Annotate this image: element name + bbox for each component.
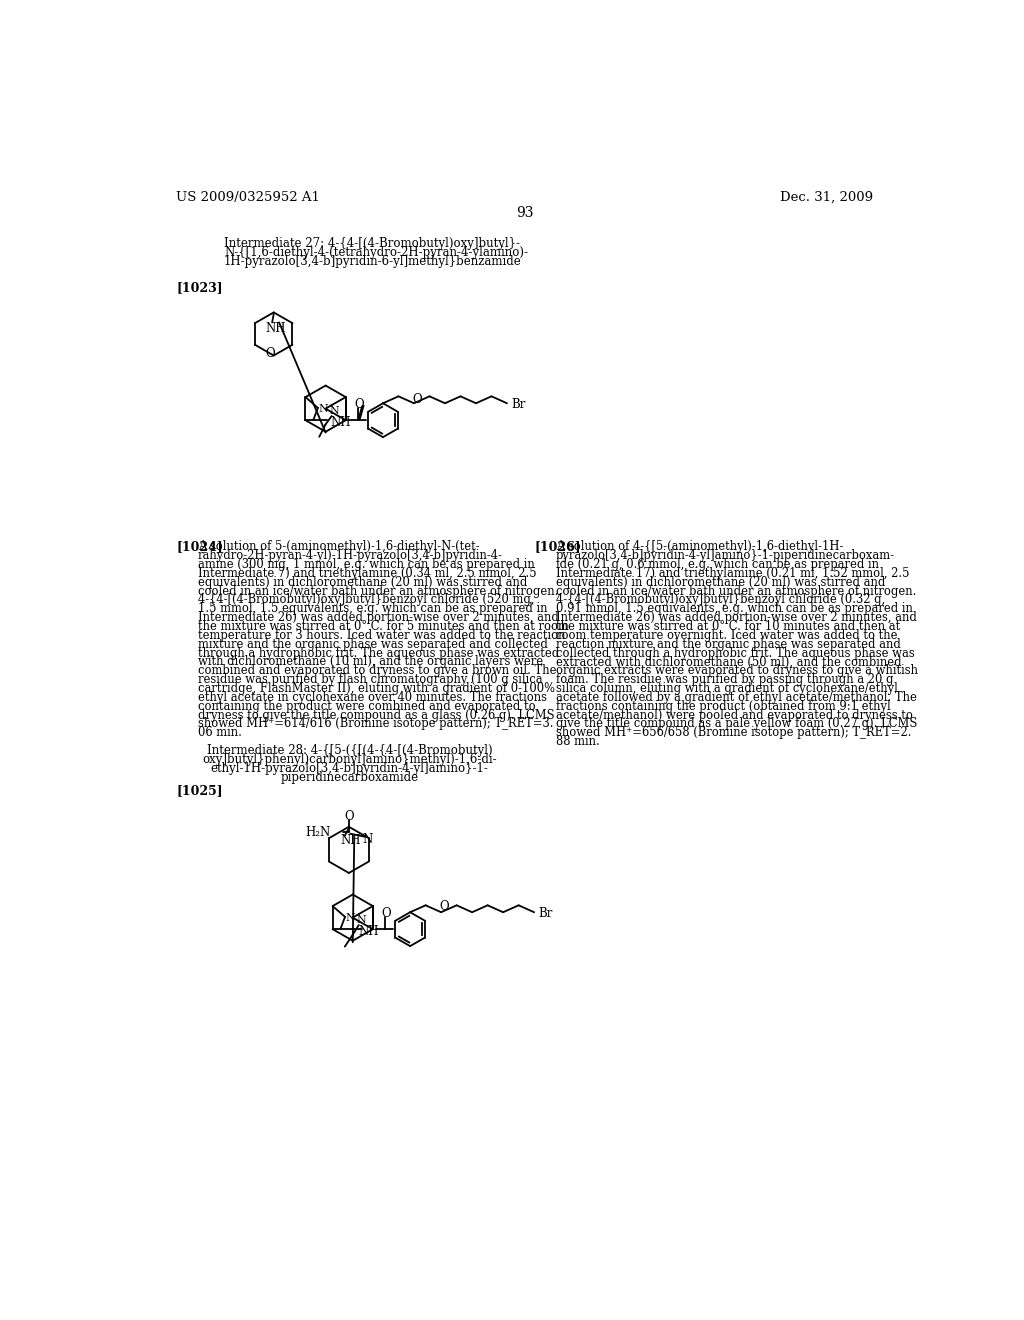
Text: Intermediate 27: 4-{4-[(4-Bromobutyl)oxy]butyl}-: Intermediate 27: 4-{4-[(4-Bromobutyl)oxy… xyxy=(224,238,520,249)
Text: O: O xyxy=(345,810,354,824)
Text: 1.5 mmol, 1.5 equivalents, e.g. which can be as prepared in: 1.5 mmol, 1.5 equivalents, e.g. which ca… xyxy=(198,602,547,615)
Text: foam. The residue was purified by passing through a 20 g: foam. The residue was purified by passin… xyxy=(556,673,893,686)
Text: collected through a hydrophobic frit. The aqueous phase was: collected through a hydrophobic frit. Th… xyxy=(556,647,914,660)
Text: temperature for 3 hours. Iced water was added to the reaction: temperature for 3 hours. Iced water was … xyxy=(198,628,565,642)
Text: 0.91 mmol, 1.5 equivalents, e.g. which can be as prepared in: 0.91 mmol, 1.5 equivalents, e.g. which c… xyxy=(556,602,912,615)
Text: the mixture was stirred at 0° C. for 10 minutes and then at: the mixture was stirred at 0° C. for 10 … xyxy=(556,620,900,634)
Text: [1024]: [1024] xyxy=(176,540,223,553)
Text: N-{[1,6-diethyl-4-(tetrahydro-2H-pyran-4-ylamino)-: N-{[1,6-diethyl-4-(tetrahydro-2H-pyran-4… xyxy=(224,246,528,259)
Text: N: N xyxy=(318,404,328,414)
Text: 4-{4-[(4-Bromobutyl)oxy]butyl}benzoyl chloride (520 mg,: 4-{4-[(4-Bromobutyl)oxy]butyl}benzoyl ch… xyxy=(198,594,535,606)
Text: 88 min.: 88 min. xyxy=(556,735,599,748)
Text: NH: NH xyxy=(340,834,360,847)
Text: 4-{4-[(4-Bromobutyl)oxy]butyl}benzoyl chloride (0.32 g,: 4-{4-[(4-Bromobutyl)oxy]butyl}benzoyl ch… xyxy=(556,594,885,606)
Text: O: O xyxy=(413,393,422,407)
Text: 1H-pyrazolo[3,4-b]pyridin-6-yl]methyl}benzamide: 1H-pyrazolo[3,4-b]pyridin-6-yl]methyl}be… xyxy=(224,255,522,268)
Text: O: O xyxy=(266,347,275,360)
Text: pyrazolo[3,4-b]pyridin-4-yl]amino}-1-piperidinecarboxam-: pyrazolo[3,4-b]pyridin-4-yl]amino}-1-pip… xyxy=(556,549,895,562)
Text: fractions containing the product (obtained from 9:1 ethyl: fractions containing the product (obtain… xyxy=(556,700,891,713)
Text: H₂N: H₂N xyxy=(305,826,331,840)
Text: containing the product were combined and evaporated to: containing the product were combined and… xyxy=(198,700,536,713)
Text: Intermediate 17) and triethylamine (0.21 ml, 1.52 mmol, 2.5: Intermediate 17) and triethylamine (0.21… xyxy=(556,566,909,579)
Text: Br: Br xyxy=(538,907,552,920)
Text: silica column, eluting with a gradient of cyclohexane/ethyl: silica column, eluting with a gradient o… xyxy=(556,682,898,696)
Text: ethyl-1H-pyrazolo[3,4-b]pyridin-4-yl]amino}-1-: ethyl-1H-pyrazolo[3,4-b]pyridin-4-yl]ami… xyxy=(211,762,488,775)
Text: Intermediate 28: 4-{[5-({[(4-{4-[(4-Bromobutyl): Intermediate 28: 4-{[5-({[(4-{4-[(4-Brom… xyxy=(207,744,493,758)
Text: reaction mixture and the organic phase was separated and: reaction mixture and the organic phase w… xyxy=(556,638,901,651)
Text: amine (300 mg, 1 mmol, e.g. which can be as prepared in: amine (300 mg, 1 mmol, e.g. which can be… xyxy=(198,558,535,572)
Text: acetate/methanol) were pooled and evaporated to dryness to: acetate/methanol) were pooled and evapor… xyxy=(556,709,912,722)
Text: O: O xyxy=(381,907,391,920)
Text: mixture and the organic phase was separated and collected: mixture and the organic phase was separa… xyxy=(198,638,548,651)
Text: combined and evaporated to dryness to give a brown oil. The: combined and evaporated to dryness to gi… xyxy=(198,664,556,677)
Text: 06 min.: 06 min. xyxy=(198,726,242,739)
Text: N: N xyxy=(356,915,366,925)
Text: cartridge, FlashMaster II), eluting with a gradient of 0-100%: cartridge, FlashMaster II), eluting with… xyxy=(198,682,555,696)
Text: room temperature overnight. Iced water was added to the: room temperature overnight. Iced water w… xyxy=(556,628,897,642)
Text: Intermediate 26) was added portion-wise over 2 minutes, and: Intermediate 26) was added portion-wise … xyxy=(556,611,916,624)
Text: ethyl acetate in cyclohexane over 40 minutes. The fractions: ethyl acetate in cyclohexane over 40 min… xyxy=(198,690,547,704)
Text: N: N xyxy=(329,407,339,416)
Text: oxy]butyl}phenyl)carbonyl]amino}methyl)-1,6-di-: oxy]butyl}phenyl)carbonyl]amino}methyl)-… xyxy=(203,754,497,766)
Text: A solution of 5-(aminomethyl)-1,6-diethyl-N-(tet-: A solution of 5-(aminomethyl)-1,6-diethy… xyxy=(198,540,479,553)
Text: residue was purified by flash chromatography (100 g silica: residue was purified by flash chromatogr… xyxy=(198,673,543,686)
Text: [1023]: [1023] xyxy=(176,281,222,294)
Text: give the title compound as a pale yellow foam (0.27 g). LCMS: give the title compound as a pale yellow… xyxy=(556,718,918,730)
Text: Intermediate 7) and triethylamine (0.34 ml, 2.5 mmol, 2.5: Intermediate 7) and triethylamine (0.34 … xyxy=(198,566,537,579)
Text: US 2009/0325952 A1: US 2009/0325952 A1 xyxy=(176,191,319,203)
Text: the mixture was stirred at 0° C. for 5 minutes and then at room: the mixture was stirred at 0° C. for 5 m… xyxy=(198,620,568,634)
Text: organic extracts were evaporated to dryness to give a whitish: organic extracts were evaporated to dryn… xyxy=(556,664,918,677)
Text: through a hydrophobic frit. The aqueous phase was extracted: through a hydrophobic frit. The aqueous … xyxy=(198,647,559,660)
Text: N: N xyxy=(345,913,355,924)
Text: [1025]: [1025] xyxy=(176,784,222,797)
Text: cooled in an ice/water bath under an atmosphere of nitrogen.: cooled in an ice/water bath under an atm… xyxy=(556,585,916,598)
Text: NH: NH xyxy=(265,322,286,335)
Text: extracted with dichloromethane (50 ml), and the combined: extracted with dichloromethane (50 ml), … xyxy=(556,656,901,668)
Text: N: N xyxy=(362,833,373,846)
Text: showed MH⁺=656/658 (Bromine isotope pattern); T_RET=2.: showed MH⁺=656/658 (Bromine isotope patt… xyxy=(556,726,911,739)
Text: A solution of 4-{[5-(aminomethyl)-1,6-diethyl-1H-: A solution of 4-{[5-(aminomethyl)-1,6-di… xyxy=(556,540,843,553)
Text: O: O xyxy=(439,899,450,912)
Text: Dec. 31, 2009: Dec. 31, 2009 xyxy=(780,191,873,203)
Text: equivalents) in dichloromethane (20 ml) was stirred and: equivalents) in dichloromethane (20 ml) … xyxy=(556,576,885,589)
Text: NH: NH xyxy=(331,416,351,429)
Text: 93: 93 xyxy=(516,206,534,220)
Text: acetate followed by a gradient of ethyl acetate/methanol. The: acetate followed by a gradient of ethyl … xyxy=(556,690,916,704)
Text: showed MH⁺=614/616 (Bromine isotope pattern); T_RET=3.: showed MH⁺=614/616 (Bromine isotope patt… xyxy=(198,718,553,730)
Text: NH: NH xyxy=(358,925,379,939)
Text: rahydro-2H-pyran-4-yl)-1H-pyrazolo[3,4-b]pyridin-4-: rahydro-2H-pyran-4-yl)-1H-pyrazolo[3,4-b… xyxy=(198,549,503,562)
Text: O: O xyxy=(354,399,364,412)
Text: [1026]: [1026] xyxy=(535,540,581,553)
Text: Intermediate 26) was added portion-wise over 2 minutes, and: Intermediate 26) was added portion-wise … xyxy=(198,611,559,624)
Text: equivalents) in dichloromethane (20 ml) was stirred and: equivalents) in dichloromethane (20 ml) … xyxy=(198,576,527,589)
Text: piperidinecarboxamide: piperidinecarboxamide xyxy=(281,771,419,784)
Text: cooled in an ice/water bath under an atmosphere of nitrogen.: cooled in an ice/water bath under an atm… xyxy=(198,585,558,598)
Text: ide (0.21 g, 0.6 mmol, e.g. which can be as prepared in: ide (0.21 g, 0.6 mmol, e.g. which can be… xyxy=(556,558,879,572)
Text: Br: Br xyxy=(511,399,525,412)
Text: dryness to give the title compound as a glass (0.26 g). LCMS: dryness to give the title compound as a … xyxy=(198,709,554,722)
Text: with dichloromethane (10 ml), and the organic layers were: with dichloromethane (10 ml), and the or… xyxy=(198,656,543,668)
